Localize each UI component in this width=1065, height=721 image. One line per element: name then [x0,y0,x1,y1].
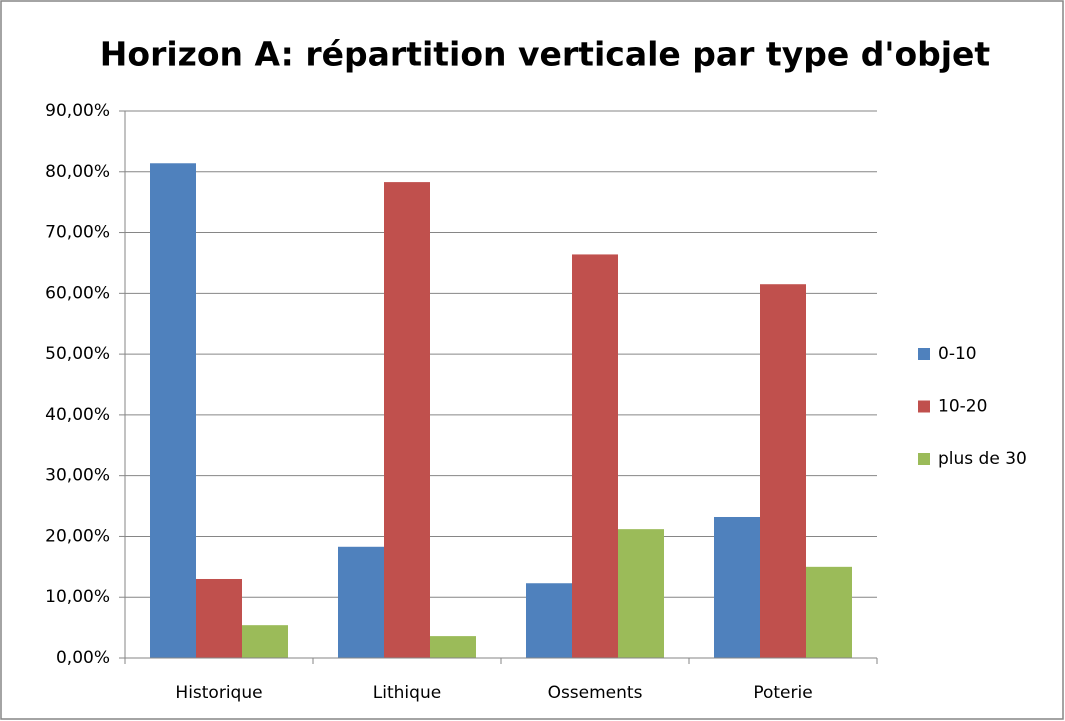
x-tick-label: Historique [175,683,262,703]
bar [618,529,664,658]
bar [572,254,618,659]
chart-title: Horizon A: répartition verticale par typ… [100,35,991,74]
y-tick-label: 10,00% [45,587,110,607]
legend-label: 0-10 [938,344,977,364]
y-tick-label: 50,00% [45,344,110,364]
x-tick-label: Poterie [753,683,812,703]
bar [384,182,430,659]
bar [242,625,288,658]
y-tick-label: 80,00% [45,162,110,182]
bar [714,516,760,658]
legend-swatch [918,348,930,360]
y-tick-label: 90,00% [45,101,110,121]
legend-label: plus de 30 [938,449,1027,469]
y-tick-label: 20,00% [45,526,110,546]
y-tick-label: 40,00% [45,405,110,425]
y-tick-label: 0,00% [56,648,110,668]
y-tick-label: 30,00% [45,466,110,486]
legend-swatch [918,453,930,465]
bar [760,284,806,658]
bar [806,566,852,658]
bar [430,636,476,658]
bar [338,546,384,658]
x-tick-label: Ossements [548,683,643,703]
legend-swatch [918,400,930,413]
y-tick-label: 70,00% [45,223,110,243]
x-tick-label: Lithique [373,683,441,703]
bar [196,578,242,658]
y-tick-label: 60,00% [45,283,110,303]
bar [526,583,572,658]
legend-label: 10-20 [938,397,987,417]
bar [150,163,196,658]
